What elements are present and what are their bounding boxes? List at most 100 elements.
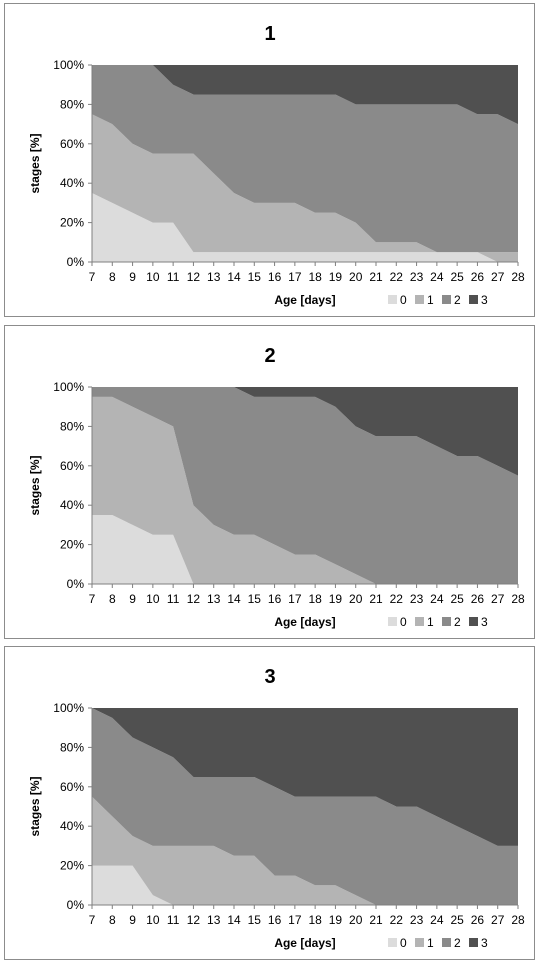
legend-label-stage-2: 2	[454, 615, 461, 629]
chart-panel-2: 2 0% 20% 40% 60% 80% 100% 7 8 9 10 11 12 13 14 15 16 17 18…	[4, 325, 535, 639]
legend-swatch-stage-1	[415, 295, 424, 304]
legend-label-stage-3: 3	[481, 936, 488, 950]
x-tick-label: 13	[207, 270, 221, 284]
series-area-stage-0	[92, 193, 518, 262]
x-tick-label: 25	[450, 270, 464, 284]
x-tick-label: 20	[349, 592, 363, 606]
x-tick-label: 16	[268, 270, 282, 284]
legend-swatch-stage-0	[388, 295, 397, 304]
x-tick-label: 27	[491, 592, 505, 606]
y-axis-label: stages [%]	[28, 455, 42, 515]
legend-label-stage-1: 1	[427, 293, 434, 307]
x-tick-label: 11	[167, 592, 180, 606]
x-tick-label: 14	[227, 592, 241, 606]
y-axis-label: stages [%]	[28, 776, 42, 836]
x-tick-label: 24	[430, 592, 444, 606]
legend-swatch-stage-1	[415, 938, 424, 947]
x-tick-label: 12	[187, 913, 201, 927]
x-tick-label: 24	[430, 913, 444, 927]
legend-swatch-stage-2	[442, 617, 451, 626]
chart-panel-1: 1 0% 20% 40% 60% 80% 100% 7 8 9 10 11 12 13 14 15 16 17 18…	[4, 3, 535, 317]
legend-label-stage-1: 1	[427, 936, 434, 950]
x-tick-label: 17	[288, 913, 302, 927]
x-tick-label: 9	[129, 592, 136, 606]
x-tick-label: 23	[410, 913, 424, 927]
x-tick-label: 15	[248, 270, 262, 284]
x-tick-label: 24	[430, 270, 444, 284]
x-tick-label: 25	[450, 913, 464, 927]
x-tick-label: 21	[369, 270, 383, 284]
x-tick-label: 28	[511, 592, 525, 606]
stacked-area-chart-2: 20%20%40%60%80%100%7 8 9 10 11 12 13 14 15 16 17 18…	[28, 345, 525, 629]
y-tick-label: 60%	[60, 459, 84, 473]
x-tick-label: 20	[349, 913, 363, 927]
series-area-stage-1	[92, 114, 518, 262]
y-tick-label: 80%	[60, 419, 84, 433]
x-tick-label: 28	[511, 270, 525, 284]
y-tick-label: 80%	[60, 740, 84, 754]
chart-title: 2	[264, 345, 275, 367]
x-tick-label: 20	[349, 270, 363, 284]
x-tick-label: 26	[471, 913, 485, 927]
chart-panel-3: 3 0% 20% 40% 60% 80% 100% 7 8 9 10 11 12 13 14 15 16 17 18…	[4, 646, 535, 960]
x-tick-label: 13	[207, 592, 221, 606]
x-tick-label: 9	[129, 270, 136, 284]
y-tick-label: 0%	[67, 255, 85, 269]
y-tick-label: 60%	[60, 780, 84, 794]
x-tick-label: 15	[248, 592, 262, 606]
legend-label-stage-0: 0	[400, 615, 407, 629]
series-area-stage-1	[92, 396, 518, 584]
x-tick-label: 16	[268, 913, 282, 927]
legend-swatch-stage-3	[469, 938, 478, 947]
series-area-stage-2	[92, 65, 518, 253]
legend-swatch-stage-3	[469, 617, 478, 626]
x-tick-label: 7	[89, 270, 96, 284]
stacked-area-chart-1: 10%20%40%60%80%100%7 8 9 10 11 12 13 14 15 16 17 18…	[28, 23, 525, 307]
y-tick-label: 100%	[53, 701, 84, 715]
x-axis-label: Age [days]	[274, 936, 335, 950]
x-tick-label: 10	[146, 913, 160, 927]
x-tick-label: 21	[369, 592, 383, 606]
x-tick-label: 25	[450, 592, 464, 606]
y-tick-label: 40%	[60, 498, 84, 512]
x-tick-label: 13	[207, 913, 221, 927]
legend-swatch-stage-3	[469, 295, 478, 304]
x-tick-label: 10	[146, 270, 160, 284]
x-tick-label: 26	[471, 592, 485, 606]
chart-title: 3	[264, 666, 275, 688]
x-tick-label: 12	[187, 270, 201, 284]
x-axis-label: Age [days]	[274, 615, 335, 629]
x-tick-label: 21	[369, 913, 383, 927]
x-tick-label: 11	[167, 913, 180, 927]
legend-label-stage-0: 0	[400, 936, 407, 950]
x-tick-label: 15	[248, 913, 262, 927]
x-tick-label: 26	[471, 270, 485, 284]
y-tick-label: 100%	[53, 58, 84, 72]
x-tick-label: 22	[390, 592, 404, 606]
x-tick-label: 19	[329, 592, 343, 606]
x-tick-label: 23	[410, 592, 424, 606]
series-area-stage-2	[92, 708, 518, 905]
y-tick-label: 20%	[60, 859, 84, 873]
legend-label-stage-0: 0	[400, 293, 407, 307]
chart-title: 1	[264, 23, 275, 45]
series-area-stage-3	[92, 708, 518, 846]
x-tick-label: 7	[89, 592, 96, 606]
x-tick-label: 16	[268, 592, 282, 606]
y-tick-label: 40%	[60, 176, 84, 190]
y-tick-label: 100%	[53, 380, 84, 394]
legend-swatch-stage-2	[442, 938, 451, 947]
x-tick-label: 12	[187, 592, 201, 606]
x-tick-label: 11	[167, 270, 180, 284]
series-area-stage-3	[92, 65, 518, 125]
x-tick-label: 18	[308, 913, 322, 927]
x-tick-label: 9	[129, 913, 136, 927]
legend-label-stage-1: 1	[427, 615, 434, 629]
x-tick-label: 19	[329, 913, 343, 927]
series-area-stage-1	[92, 796, 518, 905]
legend-swatch-stage-2	[442, 295, 451, 304]
y-tick-label: 40%	[60, 819, 84, 833]
legend-label-stage-2: 2	[454, 293, 461, 307]
x-tick-label: 22	[390, 270, 404, 284]
y-tick-label: 0%	[67, 577, 85, 591]
